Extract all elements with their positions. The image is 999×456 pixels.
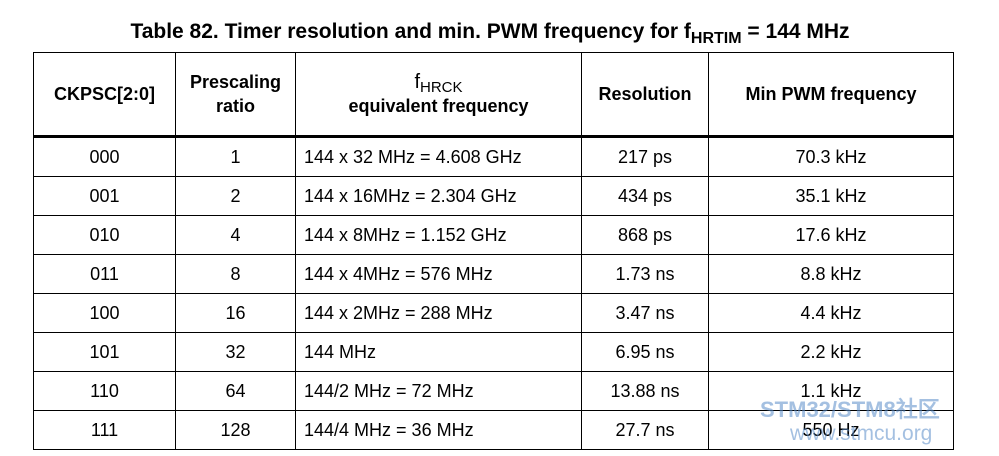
table-row: 010 4 144 x 8MHz = 1.152 GHz 868 ps 17.6 kHz bbox=[33, 215, 954, 255]
table-cell: 128 bbox=[175, 410, 296, 450]
table-cell: 4 bbox=[175, 215, 296, 255]
watermark: STM32/STM8社区 www.stmcu.org bbox=[760, 398, 940, 446]
table-cell: 8.8 kHz bbox=[708, 254, 954, 294]
table-cell: 001 bbox=[33, 176, 176, 216]
table-cell: 32 bbox=[175, 332, 296, 372]
table-body: 000 1 144 x 32 MHz = 4.608 GHz 217 ps 70.3 k… bbox=[33, 136, 954, 450]
header-cell: fHRCK equivalent frequency bbox=[295, 52, 582, 138]
table-cell: 144 x 8MHz = 1.152 GHz bbox=[295, 215, 582, 255]
table-cell: 13.88 ns bbox=[581, 371, 709, 411]
table-row: 110 64 144/2 MHz = 72 MHz 13.88 ns 1.1 kHz bbox=[33, 371, 954, 411]
table-cell: 868 ps bbox=[581, 215, 709, 255]
table-cell: 6.95 ns bbox=[581, 332, 709, 372]
table-cell: 70.3 kHz bbox=[708, 136, 954, 177]
table-cell: 2.2 kHz bbox=[708, 332, 954, 372]
table-cell: 35.1 kHz bbox=[708, 176, 954, 216]
title-subscript: HRTIM bbox=[690, 30, 742, 47]
table-cell: 27.7 ns bbox=[581, 410, 709, 450]
table-cell: 16 bbox=[175, 293, 296, 333]
table-cell: 1.73 ns bbox=[581, 254, 709, 294]
table-cell: 110 bbox=[33, 371, 176, 411]
table-cell: 100 bbox=[33, 293, 176, 333]
table-cell: 1.1 kHz bbox=[708, 371, 954, 411]
table-cell: 144/2 MHz = 72 MHz bbox=[295, 371, 582, 411]
table-row: 011 8 144 x 4MHz = 576 MHz 1.73 ns 8.8 kHz bbox=[33, 254, 954, 294]
table-row: 101 32 144 MHz 6.95 ns 2.2 kHz bbox=[33, 332, 954, 372]
header-row: CKPSC[2:0] Prescaling ratio fHRCK equivalen… bbox=[33, 52, 954, 138]
table-cell: 64 bbox=[175, 371, 296, 411]
table-cell: 17.6 kHz bbox=[708, 215, 954, 255]
table-cell: 000 bbox=[33, 136, 176, 177]
table-cell: 144 x 2MHz = 288 MHz bbox=[295, 293, 582, 333]
title-text: = 144 MHz bbox=[741, 20, 850, 43]
table-title: Table 82. Timer resolution and min. PWM … bbox=[0, 20, 980, 47]
watermark-text: STM32/STM8社区 bbox=[760, 397, 940, 422]
table-cell: 144 x 16MHz = 2.304 GHz bbox=[295, 176, 582, 216]
table-row: 111 128 144/4 MHz = 36 MHz 27.7 ns 550 Hz bbox=[33, 410, 954, 450]
table-cell: 3.47 ns bbox=[581, 293, 709, 333]
watermark-text: www.stmcu.org bbox=[790, 422, 933, 445]
table-cell: 8 bbox=[175, 254, 296, 294]
header-cell: CKPSC[2:0] bbox=[33, 52, 176, 138]
table-cell: 217 ps bbox=[581, 136, 709, 177]
table-cell: 111 bbox=[33, 410, 176, 450]
table-cell: 434 ps bbox=[581, 176, 709, 216]
table-cell: 011 bbox=[33, 254, 176, 294]
header-subscript: HRCK bbox=[420, 79, 463, 96]
data-table: CKPSC[2:0] Prescaling ratio fHRCK equivalen… bbox=[33, 52, 954, 450]
header-text: f bbox=[414, 71, 421, 93]
table-row: 000 1 144 x 32 MHz = 4.608 GHz 217 ps 70.3 k… bbox=[33, 136, 954, 177]
table-cell: 144 x 32 MHz = 4.608 GHz bbox=[295, 136, 582, 177]
table-cell: 550 Hz bbox=[708, 410, 954, 450]
table-row: 100 16 144 x 2MHz = 288 MHz 3.47 ns 4.4 kHz bbox=[33, 293, 954, 333]
table-cell: 010 bbox=[33, 215, 176, 255]
title-text: Table 82. Timer resolution and min. PWM … bbox=[130, 20, 691, 43]
header-cell: Prescaling ratio bbox=[175, 52, 296, 138]
table-cell: 101 bbox=[33, 332, 176, 372]
table-cell: 2 bbox=[175, 176, 296, 216]
header-cell: Min PWM frequency bbox=[708, 52, 954, 138]
table-row: 001 2 144 x 16MHz = 2.304 GHz 434 ps 35.1 kH… bbox=[33, 176, 954, 216]
header-text: equivalent frequency bbox=[348, 96, 529, 116]
header-cell: Resolution bbox=[581, 52, 709, 138]
table-cell: 144 x 4MHz = 576 MHz bbox=[295, 254, 582, 294]
table-cell: 144 MHz bbox=[295, 332, 582, 372]
table-cell: 4.4 kHz bbox=[708, 293, 954, 333]
table-cell: 1 bbox=[175, 136, 296, 177]
table-cell: 144/4 MHz = 36 MHz bbox=[295, 410, 582, 450]
